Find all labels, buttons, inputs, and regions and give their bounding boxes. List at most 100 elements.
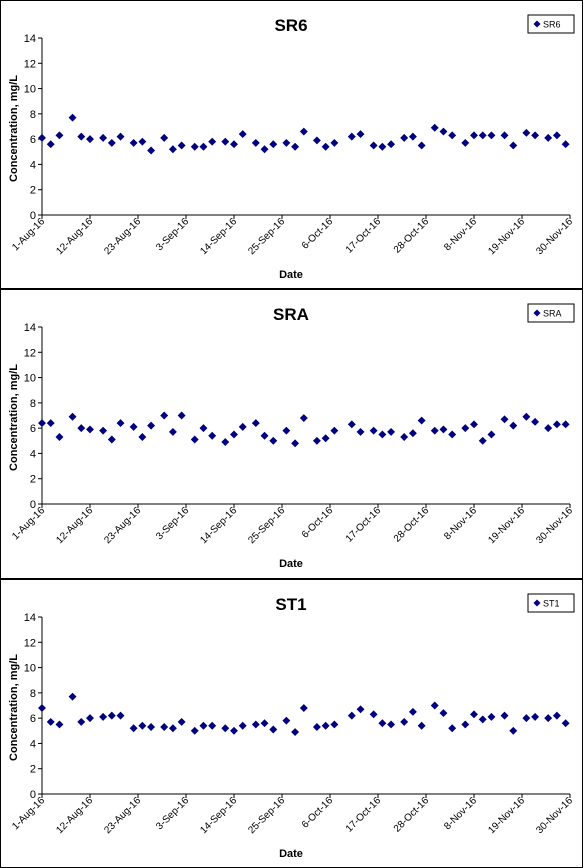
x-tick-label: 12-Aug-16 xyxy=(54,795,95,836)
x-tick-label: 3-Sep-16 xyxy=(154,505,191,542)
data-point xyxy=(129,422,138,431)
y-tick-label: 14 xyxy=(24,33,36,45)
data-point xyxy=(116,132,125,141)
legend: SR6 xyxy=(527,14,575,34)
data-point xyxy=(107,711,116,720)
x-tick-label: 6-Oct-16 xyxy=(300,216,336,252)
data-point xyxy=(269,436,278,445)
x-tick-label: 6-Oct-16 xyxy=(300,505,336,541)
data-point xyxy=(221,137,230,146)
legend-box xyxy=(527,14,575,34)
y-axis-label: Concentration, mg/L xyxy=(8,654,20,761)
data-point xyxy=(321,142,330,151)
data-point xyxy=(448,724,457,733)
x-tick-label: 23-Aug-16 xyxy=(102,216,143,257)
data-point xyxy=(77,132,86,141)
data-point xyxy=(347,420,356,429)
x-tick-label: 23-Aug-16 xyxy=(102,795,143,836)
data-point xyxy=(561,140,570,149)
data-point xyxy=(378,719,387,728)
y-tick-label: 8 xyxy=(30,398,36,410)
data-point xyxy=(138,137,147,146)
data-point xyxy=(230,430,238,439)
y-tick-label: 4 xyxy=(30,448,36,460)
data-point xyxy=(77,717,86,726)
data-point xyxy=(470,131,478,140)
y-tick-label: 10 xyxy=(24,373,36,385)
x-tick-label: 3-Sep-16 xyxy=(154,216,191,253)
legend-box xyxy=(527,303,575,323)
data-point xyxy=(251,419,260,428)
x-axis-label: Date xyxy=(279,269,303,281)
y-tick-label: 6 xyxy=(30,134,36,146)
chart-panel-sr6: SR6 0 2 4 6 8 10 12 14 Concentration, mg/L 1-Aug-1… xyxy=(0,0,583,289)
y-tick-label: 8 xyxy=(30,109,36,121)
y-axis-label: Concentration, mg/L xyxy=(8,75,20,182)
data-point xyxy=(330,138,339,147)
data-point xyxy=(448,430,457,439)
data-point xyxy=(77,424,86,433)
x-axis-label: Date xyxy=(279,558,303,570)
data-point xyxy=(299,704,308,712)
data-point xyxy=(321,721,330,730)
data-point xyxy=(107,138,116,147)
legend-marker xyxy=(533,599,541,607)
data-point xyxy=(99,712,108,721)
data-point xyxy=(461,138,470,147)
x-tick-label: 25-Sep-16 xyxy=(246,505,287,546)
data-point xyxy=(208,137,217,146)
data-point xyxy=(500,711,509,720)
data-point xyxy=(347,711,356,720)
y-tick-label: 10 xyxy=(24,663,36,675)
y-tick-label: 4 xyxy=(30,738,36,750)
data-point xyxy=(544,714,553,723)
data-point xyxy=(369,426,378,435)
data-point xyxy=(417,721,426,730)
x-tick-label: 8-Nov-16 xyxy=(442,505,479,542)
data-point xyxy=(400,717,409,726)
data-point xyxy=(487,430,496,439)
data-point xyxy=(330,720,339,729)
data-point xyxy=(408,429,417,438)
data-point xyxy=(531,712,540,721)
legend-marker xyxy=(533,309,541,317)
data-point xyxy=(68,113,77,122)
x-tick-label: 3-Sep-16 xyxy=(154,795,191,832)
y-tick-label: 12 xyxy=(24,637,36,649)
data-point xyxy=(312,136,321,145)
data-point xyxy=(282,716,291,725)
y-tick-label: 6 xyxy=(30,423,36,435)
x-tick-label: 1-Aug-16 xyxy=(10,216,47,253)
chart-title-sra: SRA xyxy=(273,305,309,324)
x-tick-label: 19-Nov-16 xyxy=(486,795,527,836)
data-point xyxy=(487,131,496,140)
data-point xyxy=(177,411,186,420)
x-tick-label: 17-Oct-16 xyxy=(344,216,384,256)
data-point xyxy=(430,701,439,710)
data-point xyxy=(160,411,169,420)
data-point xyxy=(478,131,487,140)
data-point xyxy=(38,133,46,142)
chart-sra: SRA 0 2 4 6 8 10 12 14 Concentration, mg/L 1-Aug-1… xyxy=(8,303,575,570)
x-tick-label: 12-Aug-16 xyxy=(54,505,95,546)
data-point xyxy=(478,436,487,445)
data-point xyxy=(116,711,125,720)
y-tick-label: 12 xyxy=(24,58,36,70)
data-point xyxy=(356,130,365,139)
data-point xyxy=(356,705,365,714)
data-point xyxy=(160,723,169,731)
data-point xyxy=(299,127,308,136)
data-point xyxy=(552,131,561,140)
data-point xyxy=(260,719,269,728)
data-point xyxy=(439,425,448,434)
x-tick-label: 8-Nov-16 xyxy=(442,216,479,253)
data-point xyxy=(408,132,417,141)
data-point xyxy=(147,421,156,430)
data-point xyxy=(561,420,570,429)
y-tick-label: 14 xyxy=(24,322,36,334)
data-point xyxy=(38,419,46,428)
data-point xyxy=(347,132,356,141)
x-tick-label: 1-Aug-16 xyxy=(10,505,47,542)
data-point xyxy=(378,142,387,151)
data-point xyxy=(269,725,278,734)
